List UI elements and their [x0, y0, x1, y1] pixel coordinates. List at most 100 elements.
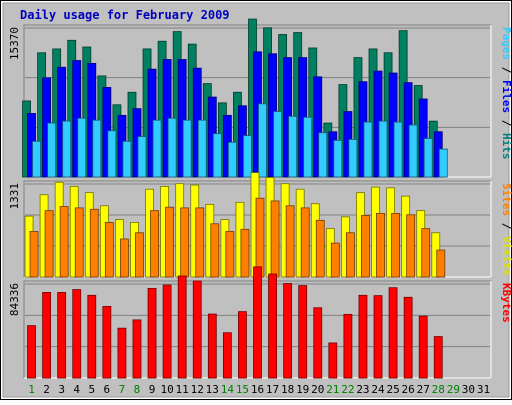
bar-sites-day-28 — [436, 249, 446, 278]
day-label-16: 16 — [251, 383, 264, 396]
bar-sites-day-14 — [225, 230, 235, 278]
day-label-23: 23 — [356, 383, 369, 396]
bar-pages-day-19 — [303, 116, 313, 178]
day-label-22: 22 — [341, 383, 354, 396]
bar-kbytes-day-21 — [328, 342, 338, 379]
legend-label: KBytes — [500, 283, 512, 323]
y-max-label: 84336 — [8, 283, 21, 316]
bar-pages-day-21 — [333, 140, 343, 178]
bar-files-day-27 — [418, 98, 428, 178]
bar-pages-day-26 — [408, 124, 418, 178]
legend-label: Pages — [500, 27, 512, 60]
legend-label: Files — [500, 80, 512, 113]
bar-pages-day-24 — [378, 120, 388, 178]
bar-sites-day-16 — [255, 197, 265, 278]
bar-kbytes-day-2 — [42, 292, 51, 379]
bar-sites-day-1 — [29, 230, 39, 278]
bar-pages-day-20 — [318, 132, 328, 178]
bar-pages-day-22 — [348, 139, 358, 178]
bar-pages-day-11 — [182, 119, 192, 178]
series-legend: Pages / Files / Hits — [500, 27, 512, 160]
bar-pages-day-5 — [92, 119, 102, 178]
bar-kbytes-day-4 — [72, 289, 82, 379]
bar-sites-day-23 — [361, 215, 370, 278]
bar-pages-day-3 — [62, 120, 72, 178]
bar-sites-day-19 — [300, 207, 310, 278]
series-legend: Sites / Visits — [500, 183, 512, 276]
bar-kbytes-day-6 — [102, 306, 112, 379]
bar-pages-day-16 — [258, 103, 267, 178]
day-label-29: 29 — [447, 383, 460, 396]
panels: 15370 Pages / Files / Hits 1331 Sites / Vis… — [8, 18, 512, 379]
day-label-5: 5 — [88, 383, 95, 396]
bar-kbytes-day-19 — [298, 285, 308, 379]
bar-sites-day-15 — [240, 228, 250, 278]
bar-kbytes-day-12 — [192, 280, 202, 379]
bar-sites-day-26 — [406, 214, 416, 278]
bar-sites-day-3 — [59, 206, 69, 278]
bar-sites-day-5 — [89, 208, 99, 278]
day-label-28: 28 — [432, 383, 445, 396]
day-label-31: 31 — [477, 383, 490, 396]
bar-sites-day-17 — [270, 200, 280, 278]
day-label-1: 1 — [28, 383, 35, 396]
day-label-12: 12 — [191, 383, 204, 396]
day-label-18: 18 — [281, 383, 294, 396]
bar-kbytes-day-23 — [358, 294, 368, 379]
bar-kbytes-day-7 — [117, 327, 127, 379]
bar-sites-day-8 — [135, 232, 144, 278]
bar-files-day-20 — [313, 76, 323, 178]
bar-pages-day-12 — [197, 119, 207, 178]
y-max-label: 1331 — [8, 183, 21, 210]
chart-title: Daily usage for February 2009 — [20, 8, 230, 22]
day-label-8: 8 — [134, 383, 141, 396]
day-label-17: 17 — [266, 383, 279, 396]
day-label-11: 11 — [176, 383, 189, 396]
bar-kbytes-day-24 — [373, 295, 383, 379]
day-label-13: 13 — [206, 383, 219, 396]
bar-kbytes-day-28 — [433, 336, 443, 379]
bar-pages-day-13 — [212, 133, 222, 178]
bar-pages-day-7 — [122, 140, 132, 178]
day-label-4: 4 — [73, 383, 80, 396]
bar-sites-day-20 — [315, 219, 325, 278]
bar-kbytes-day-1 — [27, 325, 36, 379]
legend-label: / — [500, 113, 512, 133]
bar-sites-day-12 — [195, 207, 205, 278]
legend-label: Visits — [500, 236, 512, 276]
bar-pages-day-8 — [137, 136, 147, 178]
bar-pages-day-15 — [243, 135, 252, 178]
legend-label: / — [500, 60, 512, 80]
day-label-6: 6 — [104, 383, 111, 396]
day-label-14: 14 — [221, 383, 235, 396]
bar-kbytes-day-10 — [162, 284, 172, 379]
bar-files-day-11 — [177, 59, 187, 178]
bar-pages-day-2 — [47, 122, 56, 178]
bar-kbytes-day-17 — [268, 273, 277, 379]
hits-panel: 15370 Pages / Files / Hits — [8, 18, 512, 178]
bar-pages-day-14 — [227, 141, 237, 178]
bar-kbytes-day-26 — [403, 296, 413, 379]
bar-pages-day-28 — [438, 148, 448, 178]
bar-kbytes-day-5 — [87, 294, 97, 379]
bar-sites-day-13 — [210, 223, 220, 278]
bar-kbytes-day-8 — [132, 319, 142, 379]
day-label-7: 7 — [119, 383, 126, 396]
bar-pages-day-6 — [107, 130, 117, 178]
bar-kbytes-day-25 — [388, 287, 398, 379]
bar-kbytes-day-20 — [313, 307, 323, 379]
bar-sites-day-9 — [150, 210, 159, 278]
bar-kbytes-day-27 — [418, 315, 428, 379]
bar-sites-day-25 — [391, 213, 400, 278]
y-max-label: 15370 — [8, 27, 21, 60]
bar-pages-day-23 — [363, 121, 373, 178]
bar-kbytes-day-13 — [207, 313, 217, 379]
bar-kbytes-day-11 — [177, 275, 187, 379]
legend-label: Sites — [500, 183, 512, 216]
bar-sites-day-6 — [104, 221, 114, 278]
bar-sites-day-11 — [180, 207, 190, 278]
day-label-20: 20 — [311, 383, 324, 396]
bar-pages-day-27 — [423, 138, 433, 178]
series-legend: KBytes — [500, 283, 512, 323]
bar-kbytes-day-18 — [283, 283, 293, 379]
